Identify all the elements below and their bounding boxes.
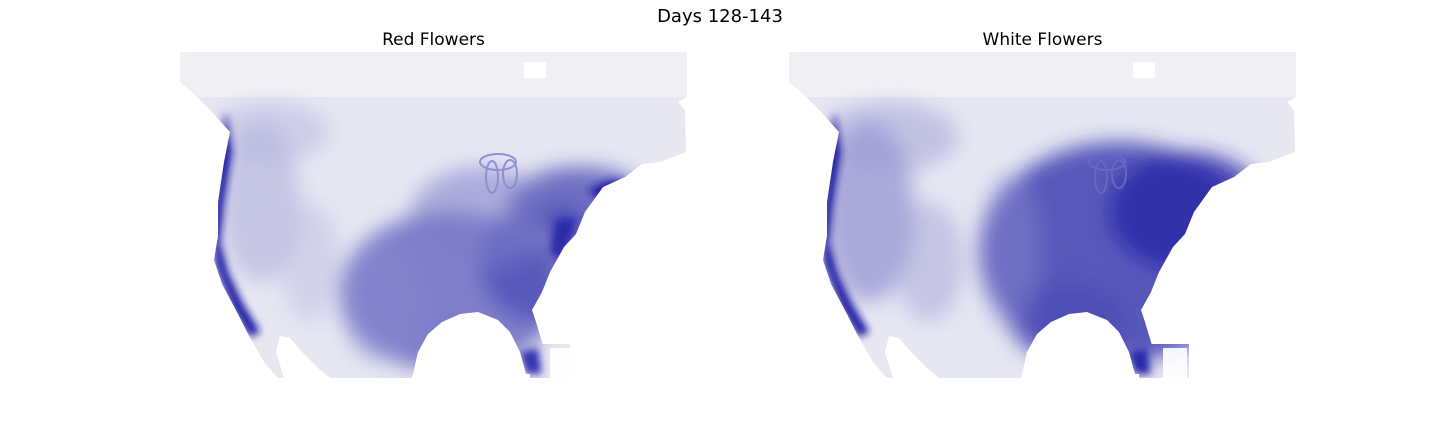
white-flowers-map [789, 52, 1296, 378]
white-flowers-title: White Flowers [982, 30, 1103, 50]
red-flowers-map-svg [180, 52, 687, 378]
red-flowers-title: Red Flowers [382, 30, 485, 50]
red-flowers-map [180, 52, 687, 378]
figure-title: Days 128-143 [657, 6, 783, 27]
white-flowers-map-svg [789, 52, 1296, 378]
